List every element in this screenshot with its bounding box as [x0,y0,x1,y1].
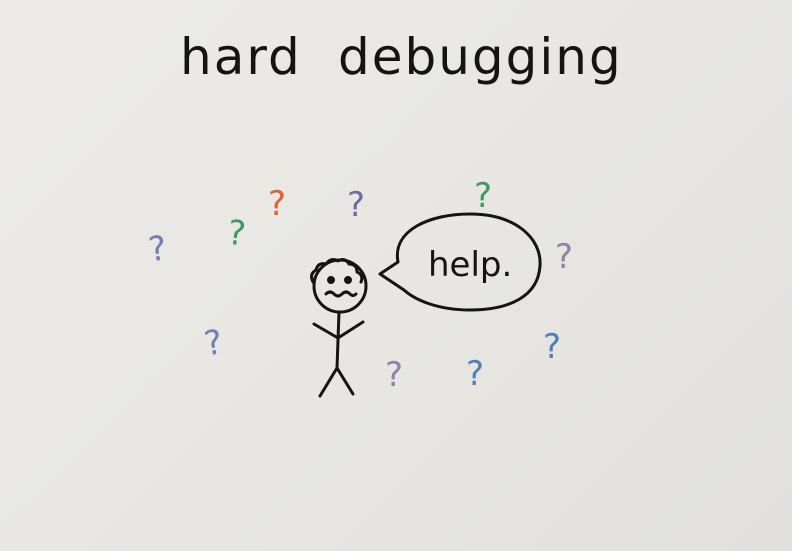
question-mark-right: ? [555,237,573,277]
question-mark-orange: ? [268,184,286,224]
left-arm [312,322,340,340]
right-arm [336,320,365,340]
right-eye [344,276,352,284]
stick-figure [310,258,368,398]
question-mark-left: ? [146,228,169,270]
question-mark-bottom-blue: ? [466,354,484,394]
speech-bubble-text: help. [428,245,512,285]
left-leg [318,366,339,398]
head [312,258,368,314]
speech-bubble: help. [378,212,542,312]
question-mark-bottom-mid: ? [385,355,403,395]
question-mark-green-left: ? [226,213,248,255]
body [335,310,341,370]
question-mark-purple-top: ? [347,185,365,225]
title-word-debugging: debugging [338,28,623,86]
question-mark-bottom-right: ? [543,327,561,367]
right-leg [335,366,355,396]
title-word-hard: hard [180,28,302,86]
worried-mouth [324,290,358,298]
left-eye [327,276,335,284]
question-mark-green-top: ? [474,176,492,216]
question-mark-lower-left: ? [201,322,226,365]
question-marks: ? ? ? ? ? ? ? ? ? ? [146,176,573,395]
speech-bubble-outline [378,212,542,312]
